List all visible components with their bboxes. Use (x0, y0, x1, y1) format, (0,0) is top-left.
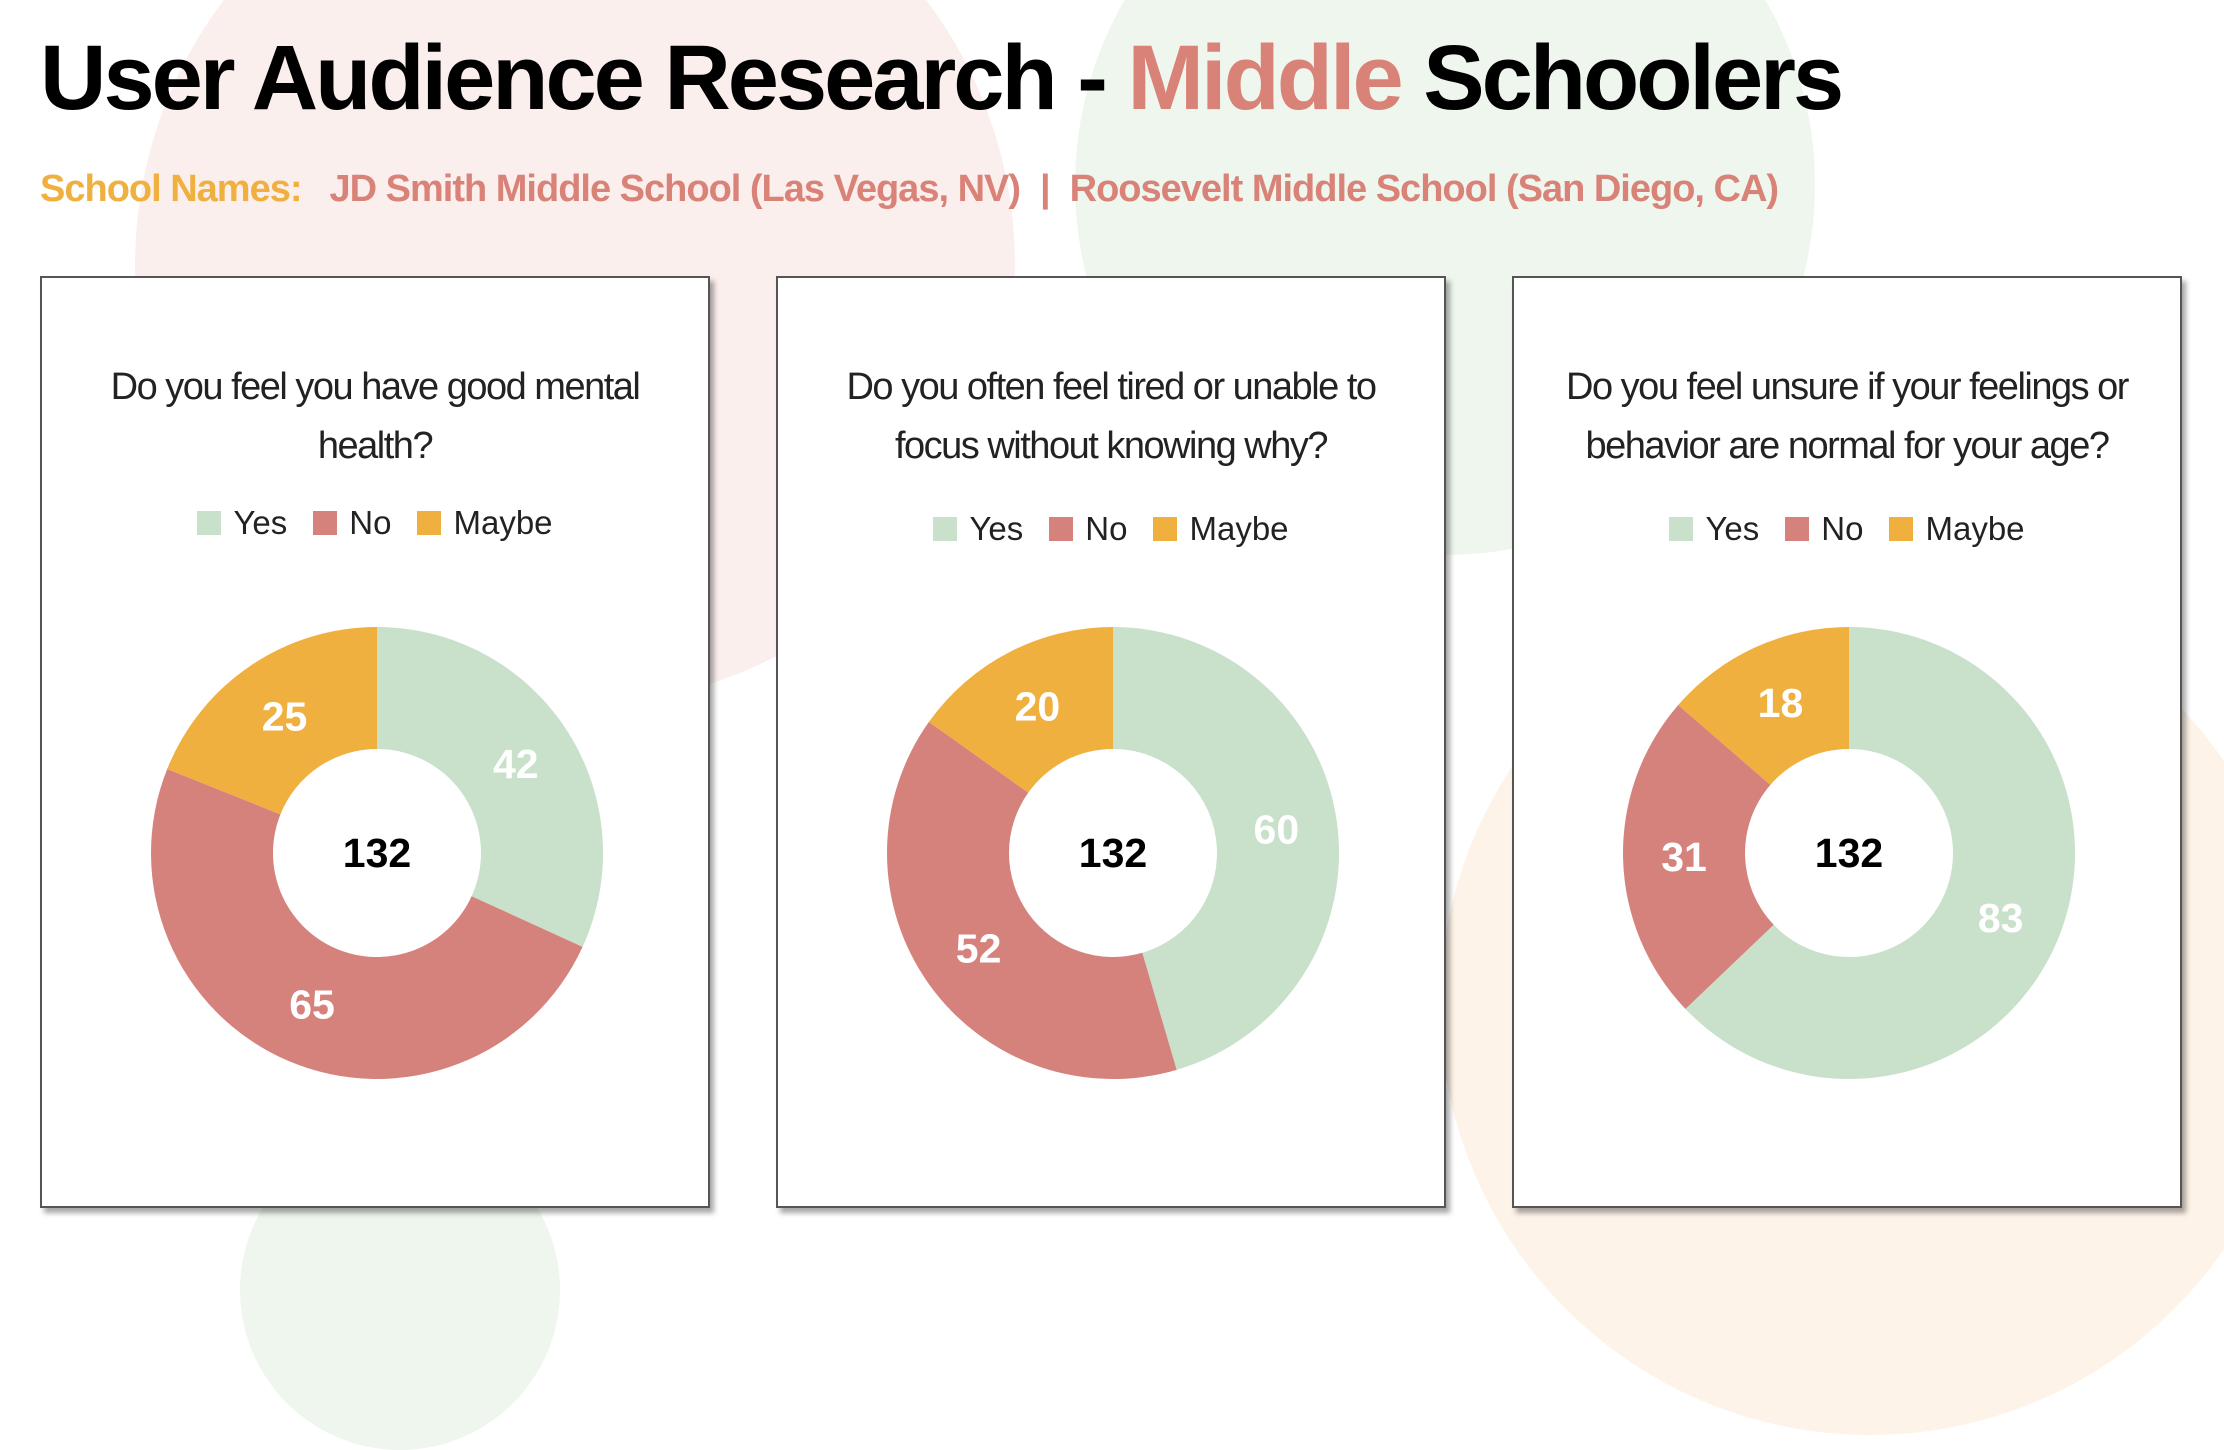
donut-slice-yes (1685, 627, 2075, 1079)
legend-label-yes: Yes (233, 504, 288, 541)
school-name-1: JD Smith Middle School (Las Vegas, NV) (329, 168, 1021, 210)
legend-item-yes: Yes (1669, 510, 1759, 548)
donut-slice-yes (377, 627, 603, 947)
slice-value-maybe: 25 (262, 693, 308, 739)
legend-label-yes: Yes (1705, 510, 1760, 547)
legend-swatch-yes (933, 517, 958, 541)
slice-value-yes: 60 (1254, 807, 1300, 853)
chart-legend: Yes No Maybe (778, 510, 1444, 548)
title-highlight: Middle (1127, 27, 1403, 129)
chart-question: Do you feel unsure if your feelings or b… (1566, 366, 2129, 467)
legend-swatch-maybe (1153, 517, 1178, 541)
legend-item-yes: Yes (933, 510, 1023, 548)
legend-swatch-yes (1669, 517, 1694, 541)
legend-item-maybe: Maybe (417, 504, 553, 542)
legend-label-maybe: Maybe (1925, 510, 2025, 547)
legend-item-maybe: Maybe (1889, 510, 2025, 548)
slice-value-no: 31 (1661, 834, 1707, 880)
legend-label-maybe: Maybe (453, 504, 553, 541)
legend-label-maybe: Maybe (1189, 510, 1289, 547)
donut-slice-no (1623, 705, 1774, 1009)
school-name-2: Roosevelt Middle School (San Diego, CA) (1069, 168, 1779, 210)
chart-question: Do you often feel tired or unable to foc… (846, 366, 1377, 467)
school-separator: | (1040, 168, 1051, 210)
donut-total: 132 (1815, 830, 1883, 876)
legend-item-yes: Yes (197, 504, 287, 542)
school-names: School Names: JD Smith Middle School (Las… (40, 168, 1779, 211)
legend-swatch-no (1049, 517, 1074, 541)
donut-slice-maybe (928, 627, 1113, 793)
legend-label-yes: Yes (969, 510, 1024, 547)
legend-label-no: No (349, 504, 392, 541)
donut-chart: 83 31 18 132 (1623, 627, 2075, 1079)
chart-card-tired-focus: Do you often feel tired or unable to foc… (776, 276, 1446, 1208)
donut-slice-maybe (167, 627, 377, 815)
legend-swatch-maybe (417, 511, 442, 535)
slice-value-no: 52 (956, 926, 1002, 972)
legend-swatch-yes (197, 511, 222, 535)
donut-total: 132 (343, 830, 411, 876)
legend-item-maybe: Maybe (1153, 510, 1289, 548)
title-suffix: Schoolers (1400, 27, 1844, 129)
legend-swatch-no (1785, 517, 1810, 541)
donut-chart: 60 52 20 132 (886, 627, 1339, 1079)
legend-swatch-no (313, 511, 338, 535)
page-title: User Audience Research - Middle Schooler… (40, 26, 1844, 131)
chart-question: Do you feel you have good mental health? (110, 366, 641, 467)
chart-legend: Yes No Maybe (42, 504, 708, 542)
slice-value-yes: 83 (1978, 895, 2024, 941)
legend-item-no: No (313, 504, 391, 542)
donut-slice-no (886, 721, 1177, 1079)
donut-total: 132 (1079, 830, 1147, 876)
slice-value-maybe: 18 (1758, 680, 1804, 726)
slice-value-maybe: 20 (1015, 683, 1061, 729)
slice-value-no: 65 (289, 982, 335, 1028)
legend-item-no: No (1049, 510, 1127, 548)
slice-value-yes: 42 (493, 741, 539, 787)
donut-slice-yes (1113, 627, 1339, 1070)
legend-swatch-maybe (1889, 517, 1914, 541)
school-names-label: School Names: (40, 168, 303, 210)
chart-legend: Yes No Maybe (1514, 510, 2180, 548)
donut-chart: 42 65 25 132 (150, 627, 603, 1080)
legend-item-no: No (1785, 510, 1863, 548)
legend-label-no: No (1821, 510, 1864, 547)
chart-card-mental-health: Do you feel you have good mental health?… (40, 276, 710, 1208)
chart-card-feelings-normal: Do you feel unsure if your feelings or b… (1512, 276, 2182, 1208)
donut-slice-no (150, 769, 583, 1080)
donut-slice-maybe (1678, 627, 1849, 785)
title-prefix: User Audience Research - (40, 27, 1128, 129)
legend-label-no: No (1085, 510, 1128, 547)
